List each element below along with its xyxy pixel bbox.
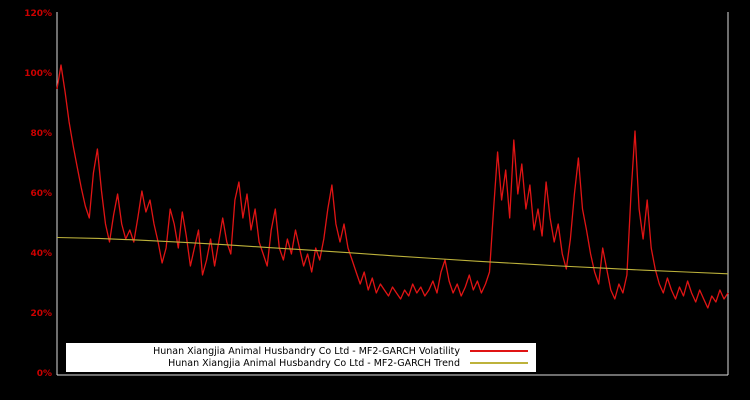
y-axis-tick-label: 80% xyxy=(30,128,52,139)
y-axis-tick-label: 120% xyxy=(24,8,52,19)
series-line-1 xyxy=(56,236,729,275)
series-line-0 xyxy=(56,64,729,309)
legend-row-trend: Hunan Xiangjia Animal Husbandry Co Ltd -… xyxy=(74,357,528,369)
y-axis-tick-label: 0% xyxy=(36,368,52,379)
legend-label-volatility: Hunan Xiangjia Animal Husbandry Co Ltd -… xyxy=(153,345,460,357)
legend-row-volatility: Hunan Xiangjia Animal Husbandry Co Ltd -… xyxy=(74,345,528,357)
chart-legend: Hunan Xiangjia Animal Husbandry Co Ltd -… xyxy=(66,343,536,372)
y-axis-tick-label: 60% xyxy=(30,188,52,199)
y-axis-tick-label: 40% xyxy=(30,248,52,259)
y-axis-tick-label: 20% xyxy=(30,308,52,319)
y-axis-tick-label: 100% xyxy=(24,68,52,79)
legend-line-trend-icon xyxy=(470,362,528,364)
legend-line-volatility-icon xyxy=(470,350,528,352)
legend-label-trend: Hunan Xiangjia Animal Husbandry Co Ltd -… xyxy=(168,357,460,369)
